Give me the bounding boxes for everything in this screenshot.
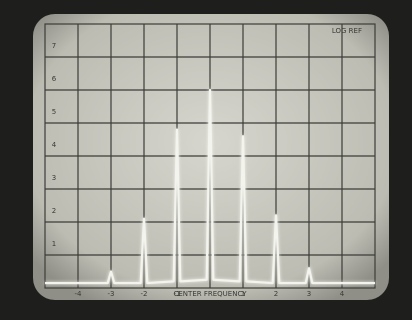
y-tick-label: 6 bbox=[52, 75, 57, 83]
x-tick-label: -3 bbox=[108, 290, 115, 298]
x-tick-label: 1 bbox=[241, 290, 245, 298]
x-tick-label: -2 bbox=[141, 290, 148, 298]
y-tick-label: 3 bbox=[52, 174, 56, 182]
y-tick-label: 1 bbox=[52, 240, 56, 248]
y-tick-label: 5 bbox=[52, 108, 56, 116]
x-tick-label: CENTER FREQUENCY bbox=[174, 290, 248, 298]
x-tick-label: -4 bbox=[75, 290, 83, 298]
y-tick-label: 7 bbox=[52, 42, 56, 50]
annotation: LOG REF bbox=[332, 27, 362, 35]
y-tick-label: 2 bbox=[52, 207, 56, 215]
y-tick-label: 4 bbox=[52, 141, 57, 149]
x-tick-label: 2 bbox=[274, 290, 278, 298]
x-tick-label: -1 bbox=[174, 290, 181, 298]
x-tick-label: 4 bbox=[340, 290, 345, 298]
trace bbox=[45, 88, 375, 285]
x-tick-label: 3 bbox=[307, 290, 311, 298]
